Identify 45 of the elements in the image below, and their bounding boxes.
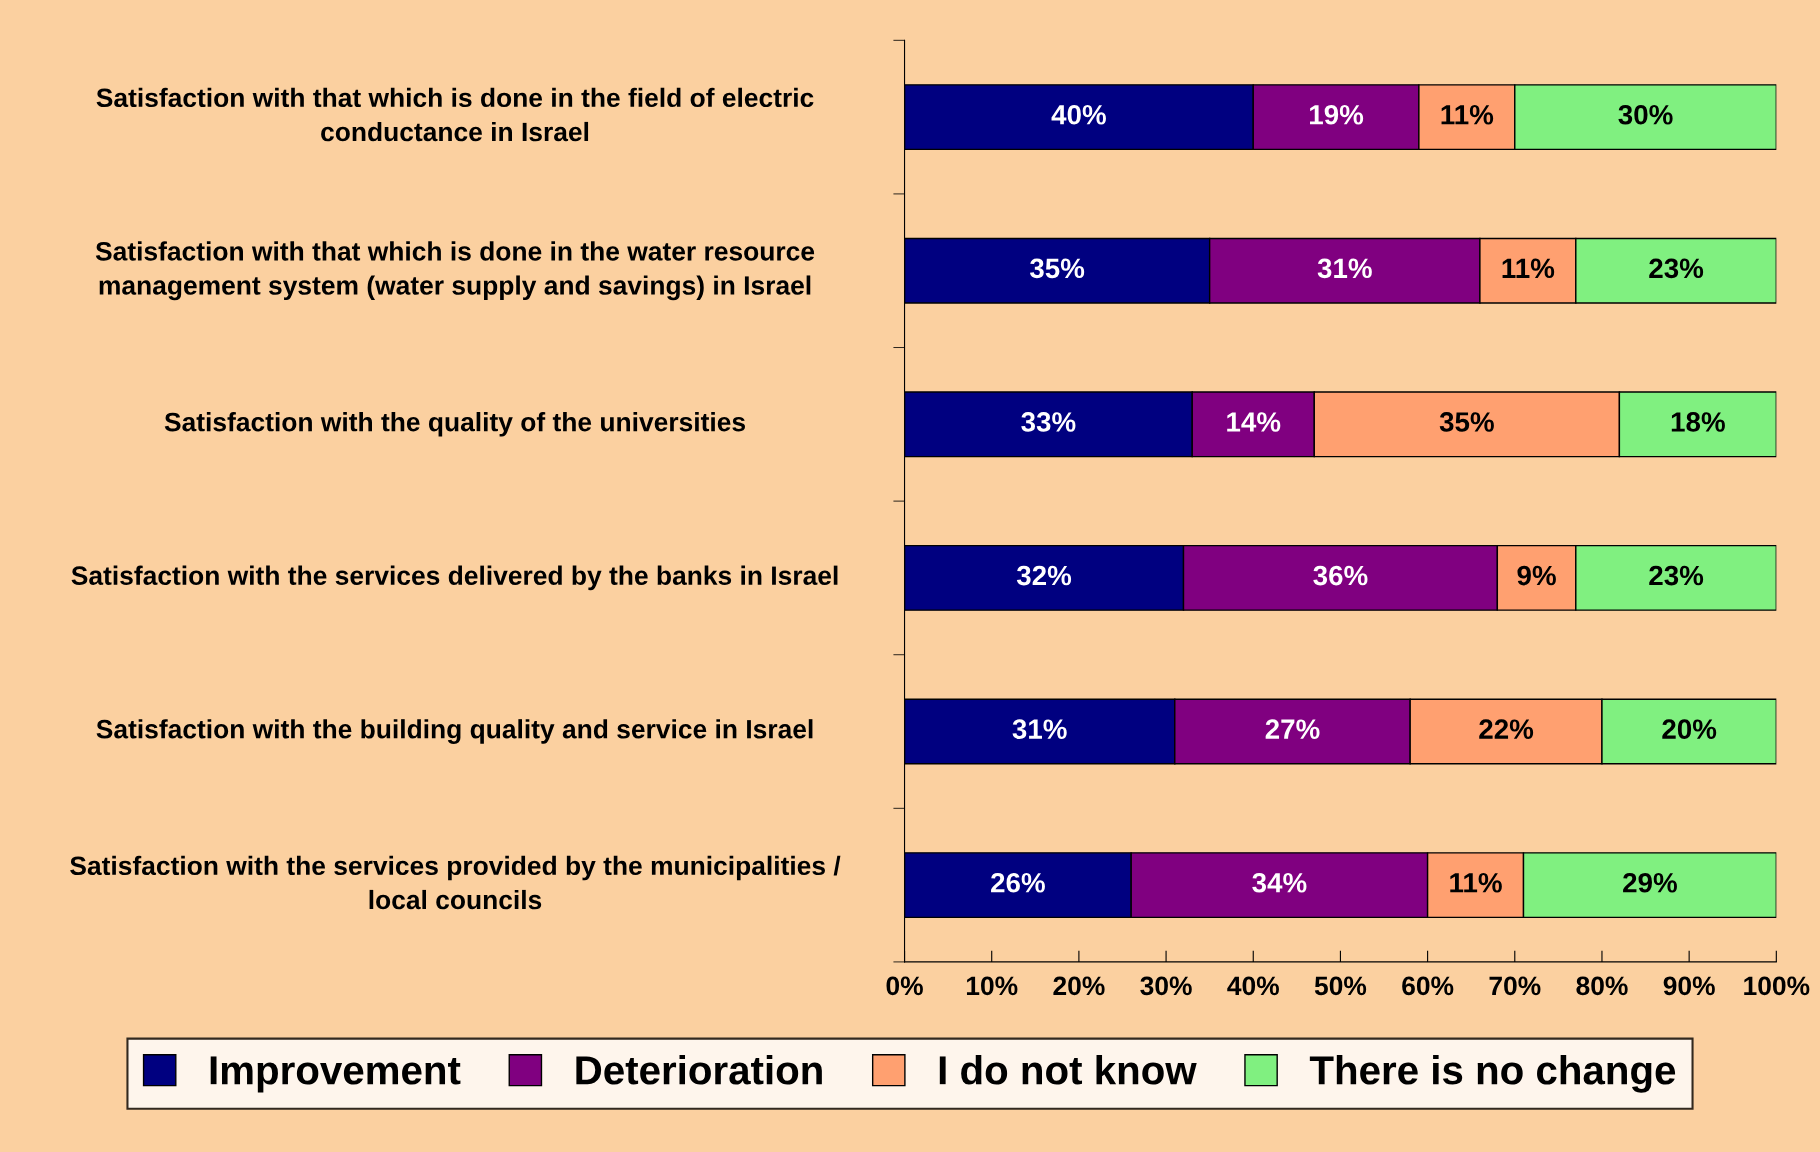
x-tick-label: 70% — [1489, 976, 1541, 996]
data-label: 14% — [1227, 412, 1281, 432]
x-tick-label: 0% — [886, 976, 923, 996]
data-label: 31% — [1012, 719, 1067, 740]
y-tick-label: Satisfaction with the services provided by the municipalities / local councils — [70, 855, 841, 910]
data-label: 11% — [1502, 258, 1555, 279]
x-tick-label: 60% — [1402, 976, 1454, 996]
y-tick-label: Satisfaction with that which is done in the field of electric conductance in Israel — [96, 87, 814, 142]
data-label: 20% — [1662, 719, 1717, 739]
legend-label: There is no change — [1309, 1054, 1676, 1093]
x-tick-label: 50% — [1314, 976, 1367, 996]
x-tick-label: 20% — [1053, 976, 1105, 996]
y-tick-label: Satisfaction with that which is done in the water resource management system (water supply and savings) in Israel — [95, 241, 815, 301]
data-label: 29% — [1623, 872, 1677, 893]
data-label: 33% — [1021, 412, 1076, 432]
data-label: 9% — [1517, 565, 1556, 586]
data-label: 23% — [1649, 565, 1704, 586]
data-label: 19% — [1310, 104, 1364, 125]
data-label: 22% — [1479, 719, 1534, 739]
data-label: 31% — [1317, 258, 1372, 279]
x-tick-label: 90% — [1663, 976, 1715, 996]
data-label: 11% — [1450, 872, 1502, 893]
data-label: 35% — [1439, 412, 1494, 432]
data-label: 36% — [1313, 565, 1368, 586]
x-tick-label: 80% — [1576, 976, 1628, 996]
data-label: 40% — [1051, 104, 1106, 125]
data-label: 32% — [1016, 565, 1072, 586]
x-tick-label: 30% — [1140, 976, 1192, 996]
x-tick-label: 40% — [1227, 976, 1279, 996]
y-tick-label: Satisfaction with the quality of the universities — [164, 412, 745, 437]
data-label: 35% — [1029, 258, 1085, 279]
legend-label: Deterioration — [576, 1054, 822, 1085]
legend-label: I do not know — [939, 1054, 1197, 1085]
data-label: 11% — [1441, 104, 1494, 125]
data-label: 18% — [1671, 412, 1725, 432]
data-label: 27% — [1265, 719, 1320, 739]
y-tick-label: Satisfaction with the building quality and service in Israel — [96, 719, 813, 744]
legend-label: Improvement — [210, 1056, 461, 1093]
y-tick-label: Satisfaction with the services delivered by the banks in Israel — [71, 565, 838, 591]
x-tick-label: 100% — [1744, 976, 1810, 996]
x-tick-label: 10% — [966, 976, 1018, 996]
data-label: 34% — [1252, 872, 1307, 893]
data-label: 23% — [1649, 258, 1704, 279]
data-label: 30% — [1618, 104, 1673, 125]
data-label: 26% — [991, 872, 1045, 893]
